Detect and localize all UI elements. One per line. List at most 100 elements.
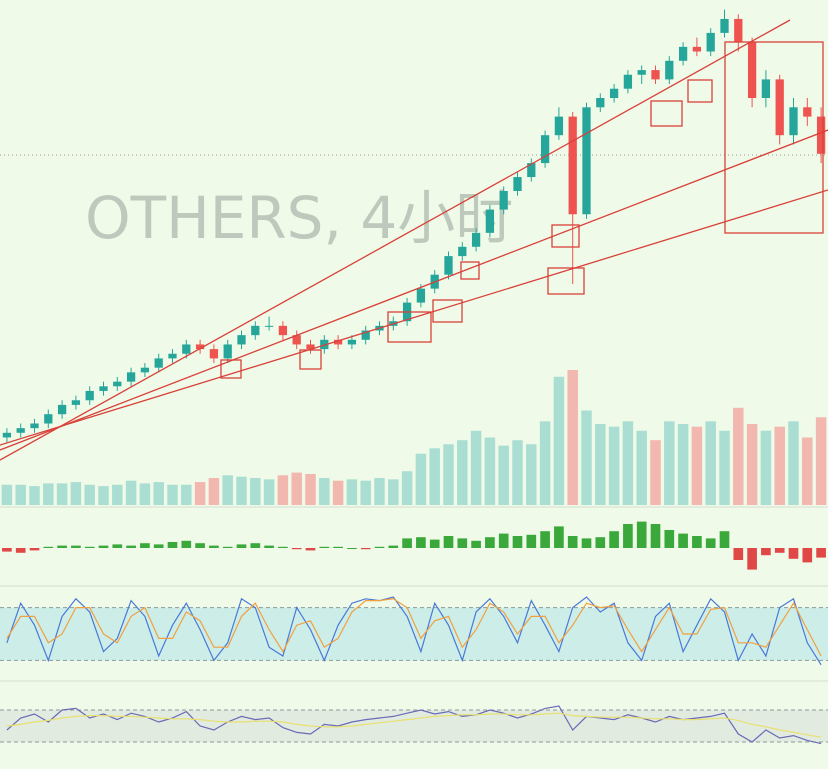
candle-body bbox=[223, 344, 232, 359]
histogram-bar bbox=[181, 540, 192, 548]
histogram-bar bbox=[347, 548, 357, 549]
box bbox=[547, 267, 585, 295]
volume-bar bbox=[733, 407, 744, 505]
histogram-bar bbox=[540, 531, 550, 548]
candle-body bbox=[513, 177, 522, 191]
histogram-bar bbox=[692, 536, 702, 548]
candle-body bbox=[623, 74, 633, 89]
histogram-bar bbox=[84, 546, 95, 548]
histogram-bar bbox=[747, 548, 757, 570]
candle-body bbox=[347, 339, 357, 345]
volume-bar bbox=[263, 479, 275, 505]
histogram-bar bbox=[526, 534, 537, 548]
candle-body bbox=[182, 344, 191, 354]
candle-body bbox=[637, 70, 646, 75]
histogram-bar bbox=[360, 548, 371, 550]
volume-bar bbox=[567, 370, 578, 505]
volume-bar bbox=[374, 478, 385, 505]
volume-bar bbox=[705, 421, 716, 505]
volume-bar bbox=[553, 376, 565, 505]
candle-body bbox=[692, 46, 702, 52]
volume-bar bbox=[277, 475, 289, 505]
volume-bar bbox=[636, 430, 647, 505]
histogram-bar bbox=[471, 540, 481, 548]
volume-bar bbox=[429, 448, 440, 505]
volume-bar bbox=[608, 426, 620, 505]
volume-bar bbox=[470, 430, 482, 505]
histogram-bar bbox=[291, 548, 302, 550]
candle-body bbox=[747, 42, 757, 98]
volume-bar bbox=[70, 482, 82, 505]
candle-body bbox=[57, 404, 67, 415]
volume-bar bbox=[388, 479, 399, 505]
volume-bar bbox=[1, 484, 13, 505]
histogram-bar bbox=[788, 548, 799, 559]
candle-body bbox=[306, 344, 315, 350]
candle-body bbox=[789, 107, 798, 136]
volume-bar bbox=[236, 476, 247, 505]
histogram-bar bbox=[705, 538, 716, 548]
volume-bar bbox=[222, 475, 233, 505]
volume-bar bbox=[29, 486, 40, 505]
candle-body bbox=[44, 414, 53, 424]
volume-bar bbox=[691, 426, 703, 505]
candle-body bbox=[651, 70, 660, 80]
histogram-bar bbox=[664, 530, 675, 548]
candle-body bbox=[665, 60, 674, 80]
volume-bar bbox=[84, 484, 95, 505]
volume-bar bbox=[291, 472, 302, 505]
histogram-bar bbox=[43, 546, 54, 548]
candle-body bbox=[678, 46, 688, 61]
indicator-line bbox=[6, 598, 822, 657]
histogram-bar bbox=[2, 548, 12, 552]
histogram-bar bbox=[29, 548, 40, 551]
histogram-bar bbox=[57, 545, 67, 548]
candle-body bbox=[126, 372, 136, 382]
histogram-bar bbox=[650, 524, 661, 548]
histogram-bar bbox=[457, 538, 468, 548]
candle-body bbox=[816, 116, 826, 154]
volume-bar bbox=[581, 410, 592, 505]
candle-body bbox=[761, 79, 771, 98]
histogram-bar bbox=[816, 548, 826, 558]
candle-body bbox=[237, 335, 246, 345]
histogram-bar bbox=[636, 521, 647, 548]
candle-body bbox=[582, 107, 591, 215]
box bbox=[220, 359, 242, 379]
volume-bar bbox=[664, 421, 675, 505]
histogram-bar bbox=[250, 543, 261, 548]
histogram-bar bbox=[429, 539, 440, 548]
histogram-bar bbox=[485, 537, 495, 548]
volume-bar bbox=[443, 444, 454, 505]
candle-body bbox=[471, 232, 481, 247]
volume-bar bbox=[167, 484, 178, 505]
candle-body bbox=[458, 246, 467, 257]
histogram-bar bbox=[402, 538, 412, 548]
candle-body bbox=[2, 432, 12, 438]
volume-bar bbox=[346, 479, 358, 505]
candle-body bbox=[209, 349, 219, 359]
volume-bar bbox=[650, 440, 661, 505]
candle-body bbox=[113, 381, 122, 387]
volume-bar bbox=[512, 440, 523, 505]
volume-bar bbox=[125, 480, 137, 505]
volume-bar bbox=[181, 484, 192, 505]
histogram-bar bbox=[126, 545, 136, 548]
candle-body bbox=[568, 116, 577, 215]
histogram-bar bbox=[719, 531, 730, 548]
candle-body bbox=[416, 288, 426, 303]
volume-bar bbox=[622, 421, 634, 505]
histogram-bar bbox=[512, 536, 523, 548]
histogram-bar bbox=[595, 537, 606, 548]
histogram-bar bbox=[802, 548, 813, 563]
box bbox=[551, 224, 580, 248]
volume-bar bbox=[774, 426, 785, 505]
trend-line bbox=[0, 189, 828, 446]
histogram-bar bbox=[678, 533, 688, 548]
candle-body bbox=[85, 390, 94, 401]
volume-bar bbox=[415, 453, 427, 505]
histogram-bar bbox=[71, 545, 81, 548]
volume-bar bbox=[595, 424, 606, 505]
histogram-bar bbox=[443, 536, 454, 548]
volume-bar bbox=[139, 483, 151, 505]
